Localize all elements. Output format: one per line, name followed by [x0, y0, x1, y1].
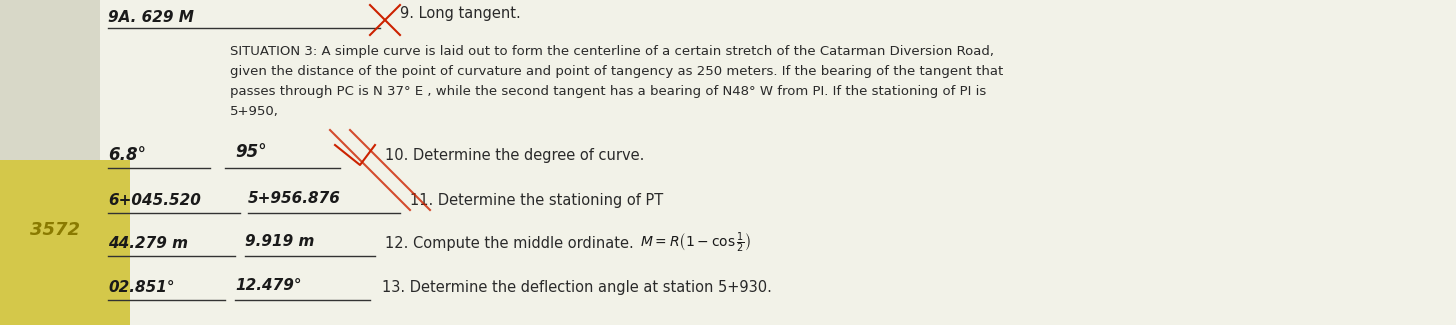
- Text: 11. Determine the stationing of PT: 11. Determine the stationing of PT: [411, 193, 664, 208]
- Text: 6+045.520: 6+045.520: [108, 193, 201, 208]
- Text: 95°: 95°: [234, 143, 266, 161]
- Text: 9.919 m: 9.919 m: [245, 234, 314, 249]
- Text: 12. Compute the middle ordinate.: 12. Compute the middle ordinate.: [384, 236, 633, 251]
- Text: 44.279 m: 44.279 m: [108, 236, 188, 251]
- Text: 6.8°: 6.8°: [108, 146, 146, 164]
- Text: 5+956.876: 5+956.876: [248, 191, 341, 206]
- Text: 10. Determine the degree of curve.: 10. Determine the degree of curve.: [384, 148, 645, 163]
- Text: given the distance of the point of curvature and point of tangency as 250 meters: given the distance of the point of curva…: [230, 65, 1003, 78]
- Text: 9A. 629 M: 9A. 629 M: [108, 10, 194, 25]
- Text: 3572: 3572: [31, 221, 80, 239]
- Text: 5+950,: 5+950,: [230, 105, 280, 118]
- Text: 9. Long tangent.: 9. Long tangent.: [400, 6, 521, 21]
- Text: 02.851°: 02.851°: [108, 280, 175, 295]
- Text: SITUATION 3: A simple curve is laid out to form the centerline of a certain stre: SITUATION 3: A simple curve is laid out …: [230, 45, 994, 58]
- Bar: [0, 160, 130, 325]
- Text: $M= R\left(1 - \cos \frac{1}{2}\right)$: $M= R\left(1 - \cos \frac{1}{2}\right)$: [641, 230, 751, 255]
- Text: 12.479°: 12.479°: [234, 278, 301, 293]
- Text: passes through PC is N 37° E , while the second tangent has a bearing of N48° W : passes through PC is N 37° E , while the…: [230, 85, 986, 98]
- Text: 13. Determine the deflection angle at station 5+930.: 13. Determine the deflection angle at st…: [381, 280, 772, 295]
